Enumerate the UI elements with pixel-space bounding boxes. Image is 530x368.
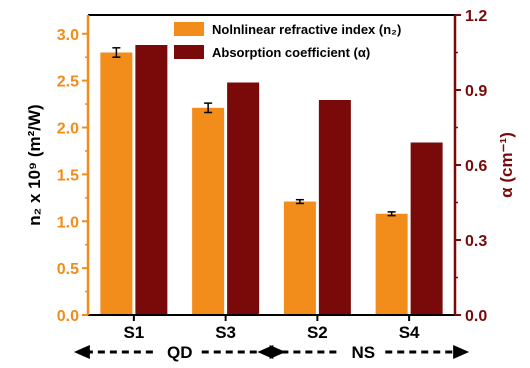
bar-alpha-S4 <box>410 142 443 315</box>
x-tick-label-S4: S4 <box>399 323 420 342</box>
bar-alpha-S1 <box>135 45 168 315</box>
y-left-tick-label: 2.0 <box>57 121 79 138</box>
x-tick-label-S3: S3 <box>215 323 236 342</box>
legend: Nolnlinear refractive index (n₂) Absorpti… <box>174 22 401 60</box>
group-arrowhead-left-qd <box>73 345 90 359</box>
y-left-tick-label: 1.5 <box>57 167 79 184</box>
y-left-tick-label: 1.0 <box>57 214 79 231</box>
axis-titles: n₂ x 10⁹ (m²/W) α (cm⁻¹) <box>25 104 516 225</box>
legend-swatch-alpha <box>174 45 204 59</box>
legend-label-alpha: Absorption coefficient (α) <box>212 45 370 60</box>
bar-n2-S3 <box>192 107 225 315</box>
legend-label-n2: Nolnlinear refractive index (n₂) <box>212 22 401 37</box>
y-right-axis-title: α (cm⁻¹) <box>497 132 516 198</box>
y-left-tick-label: 3.0 <box>57 27 79 44</box>
y-right-tick-label: 1.2 <box>465 8 487 25</box>
y-right-tick-label: 0.9 <box>465 83 487 100</box>
group-arrowhead-right-ns <box>453 345 470 359</box>
group-labels: QD NS <box>73 343 470 362</box>
y-right-tick-label: 0.6 <box>465 158 487 175</box>
bar-n2-S1 <box>100 52 133 315</box>
legend-swatch-n2 <box>174 22 204 36</box>
bar-n2-S4 <box>375 213 408 315</box>
group-arrowhead-right-qd <box>269 345 286 359</box>
bar-alpha-S2 <box>318 100 351 315</box>
group-label-qd: QD <box>167 343 193 362</box>
group-label-ns: NS <box>351 343 375 362</box>
y-right-tick-label: 0.0 <box>465 308 487 325</box>
axes-layer: S1 S3 S2 S4 0.0 0.5 1.0 1.5 2.0 2.5 3.0 0.0 0.3 0.6 0.… <box>57 8 488 342</box>
y-left-tick-label: 2.5 <box>57 74 79 91</box>
y-left-tick-label: 0.0 <box>57 308 79 325</box>
x-tick-label-S2: S2 <box>307 323 328 342</box>
y-right-tick-label: 0.3 <box>465 233 487 250</box>
bars-layer <box>100 45 443 315</box>
group-arrowhead-left-ns <box>257 345 274 359</box>
bar-alpha-S3 <box>227 82 260 315</box>
y-left-tick-label: 0.5 <box>57 261 79 278</box>
y-left-axis-title: n₂ x 10⁹ (m²/W) <box>25 104 44 225</box>
bar-n2-S2 <box>283 201 316 315</box>
x-tick-label-S1: S1 <box>123 323 144 342</box>
